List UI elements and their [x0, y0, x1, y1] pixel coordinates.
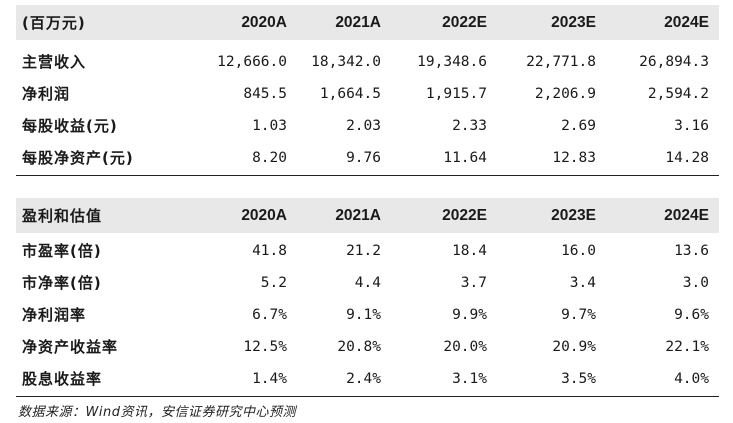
- row-label: 净资产收益率: [22, 338, 119, 356]
- header-year: 2023E: [551, 207, 596, 224]
- table-cell: 9.6%: [674, 307, 709, 323]
- header-year: 2024E: [664, 14, 709, 31]
- table-cell: 3.4: [569, 275, 596, 291]
- table-cell: 1,915.7: [425, 86, 487, 102]
- row-label: 净利润率: [22, 306, 87, 324]
- table-row: 股息收益率 1.4% 2.4% 3.1% 3.5% 4.0%: [16, 363, 719, 395]
- source-note: 数据来源：Wind资讯，安信证券研究中心预测: [18, 405, 296, 420]
- header-year: 2023E: [551, 14, 596, 31]
- table-cell: 9.9%: [452, 307, 487, 323]
- table-cell: 20.9%: [552, 339, 596, 355]
- table-row: 主营收入 12,666.0 18,342.0 19,348.6 22,771.8…: [16, 46, 719, 78]
- row-label: 净利润: [22, 85, 71, 103]
- header-unit-label: (百万元): [22, 14, 86, 32]
- table-cell: 21.2: [346, 243, 381, 259]
- table-cell: 6.7%: [252, 307, 287, 323]
- table-header-band: [16, 5, 719, 40]
- table-cell: 2.69: [561, 118, 596, 134]
- table-cell: 3.1%: [452, 371, 487, 387]
- row-label: 股息收益率: [22, 370, 103, 388]
- table-cell: 4.0%: [674, 371, 709, 387]
- table-cell: 3.0: [682, 275, 709, 291]
- table-cell: 22,771.8: [526, 54, 596, 70]
- table-cell: 19,348.6: [417, 54, 487, 70]
- header-section-label: 盈利和估值: [22, 207, 103, 225]
- table-cell: 2.33: [452, 118, 487, 134]
- row-label: 主营收入: [22, 53, 87, 71]
- table-cell: 18,342.0: [311, 54, 381, 70]
- table-row: 净利润 845.5 1,664.5 1,915.7 2,206.9 2,594.…: [16, 78, 719, 110]
- table-cell: 11.64: [443, 150, 487, 166]
- table-cell: 2,206.9: [534, 86, 596, 102]
- header-year: 2021A: [335, 207, 381, 224]
- table-cell: 3.5%: [561, 371, 596, 387]
- table-cell: 18.4: [452, 243, 487, 259]
- table-row: 净利润率 6.7% 9.1% 9.9% 9.7% 9.6%: [16, 299, 719, 331]
- table-cell: 3.16: [674, 118, 709, 134]
- table-row: 净资产收益率 12.5% 20.8% 20.0% 20.9% 22.1%: [16, 331, 719, 363]
- table-cell: 2,594.2: [647, 86, 709, 102]
- table-header-band: [16, 198, 719, 233]
- table-cell: 1.03: [252, 118, 287, 134]
- table-bottom-rule: [16, 175, 719, 176]
- table-cell: 12.83: [552, 150, 596, 166]
- table-cell: 20.8%: [337, 339, 381, 355]
- table-cell: 14.28: [665, 150, 709, 166]
- table-cell: 41.8: [252, 243, 287, 259]
- table-bottom-rule: [16, 396, 719, 397]
- header-year: 2024E: [664, 207, 709, 224]
- table-cell: 26,894.3: [639, 54, 709, 70]
- table-cell: 3.7: [460, 275, 487, 291]
- table-cell: 4.4: [354, 275, 381, 291]
- table-cell: 13.6: [674, 243, 709, 259]
- row-label: 市盈率(倍): [22, 242, 102, 260]
- table-cell: 1.4%: [252, 371, 287, 387]
- table-cell: 9.7%: [561, 307, 596, 323]
- table-row: 市净率(倍) 5.2 4.4 3.7 3.4 3.0: [16, 267, 719, 299]
- table-cell: 16.0: [561, 243, 596, 259]
- header-year: 2020A: [241, 14, 287, 31]
- table-header-row: (百万元) 2020A 2021A 2022E 2023E 2024E: [16, 7, 719, 39]
- table-cell: 22.1%: [665, 339, 709, 355]
- table-cell: 8.20: [252, 150, 287, 166]
- table-cell: 1,664.5: [319, 86, 381, 102]
- header-year: 2021A: [335, 14, 381, 31]
- table-cell: 2.03: [346, 118, 381, 134]
- row-label: 每股净资产(元): [22, 149, 134, 167]
- table-cell: 2.4%: [346, 371, 381, 387]
- table-row: 每股收益(元) 1.03 2.03 2.33 2.69 3.16: [16, 110, 719, 142]
- table-cell: 5.2: [260, 275, 287, 291]
- row-label: 每股收益(元): [22, 117, 118, 135]
- header-year: 2022E: [442, 207, 487, 224]
- header-year: 2020A: [241, 207, 287, 224]
- table-header-row: 盈利和估值 2020A 2021A 2022E 2023E 2024E: [16, 200, 719, 232]
- table-row: 市盈率(倍) 41.8 21.2 18.4 16.0 13.6: [16, 235, 719, 267]
- table-cell: 9.1%: [346, 307, 381, 323]
- table-row: 每股净资产(元) 8.20 9.76 11.64 12.83 14.28: [16, 142, 719, 174]
- table-cell: 12,666.0: [217, 54, 287, 70]
- table-cell: 845.5: [243, 86, 287, 102]
- header-year: 2022E: [442, 14, 487, 31]
- table-cell: 12.5%: [243, 339, 287, 355]
- row-label: 市净率(倍): [22, 274, 102, 292]
- table-cell: 9.76: [346, 150, 381, 166]
- table-cell: 20.0%: [443, 339, 487, 355]
